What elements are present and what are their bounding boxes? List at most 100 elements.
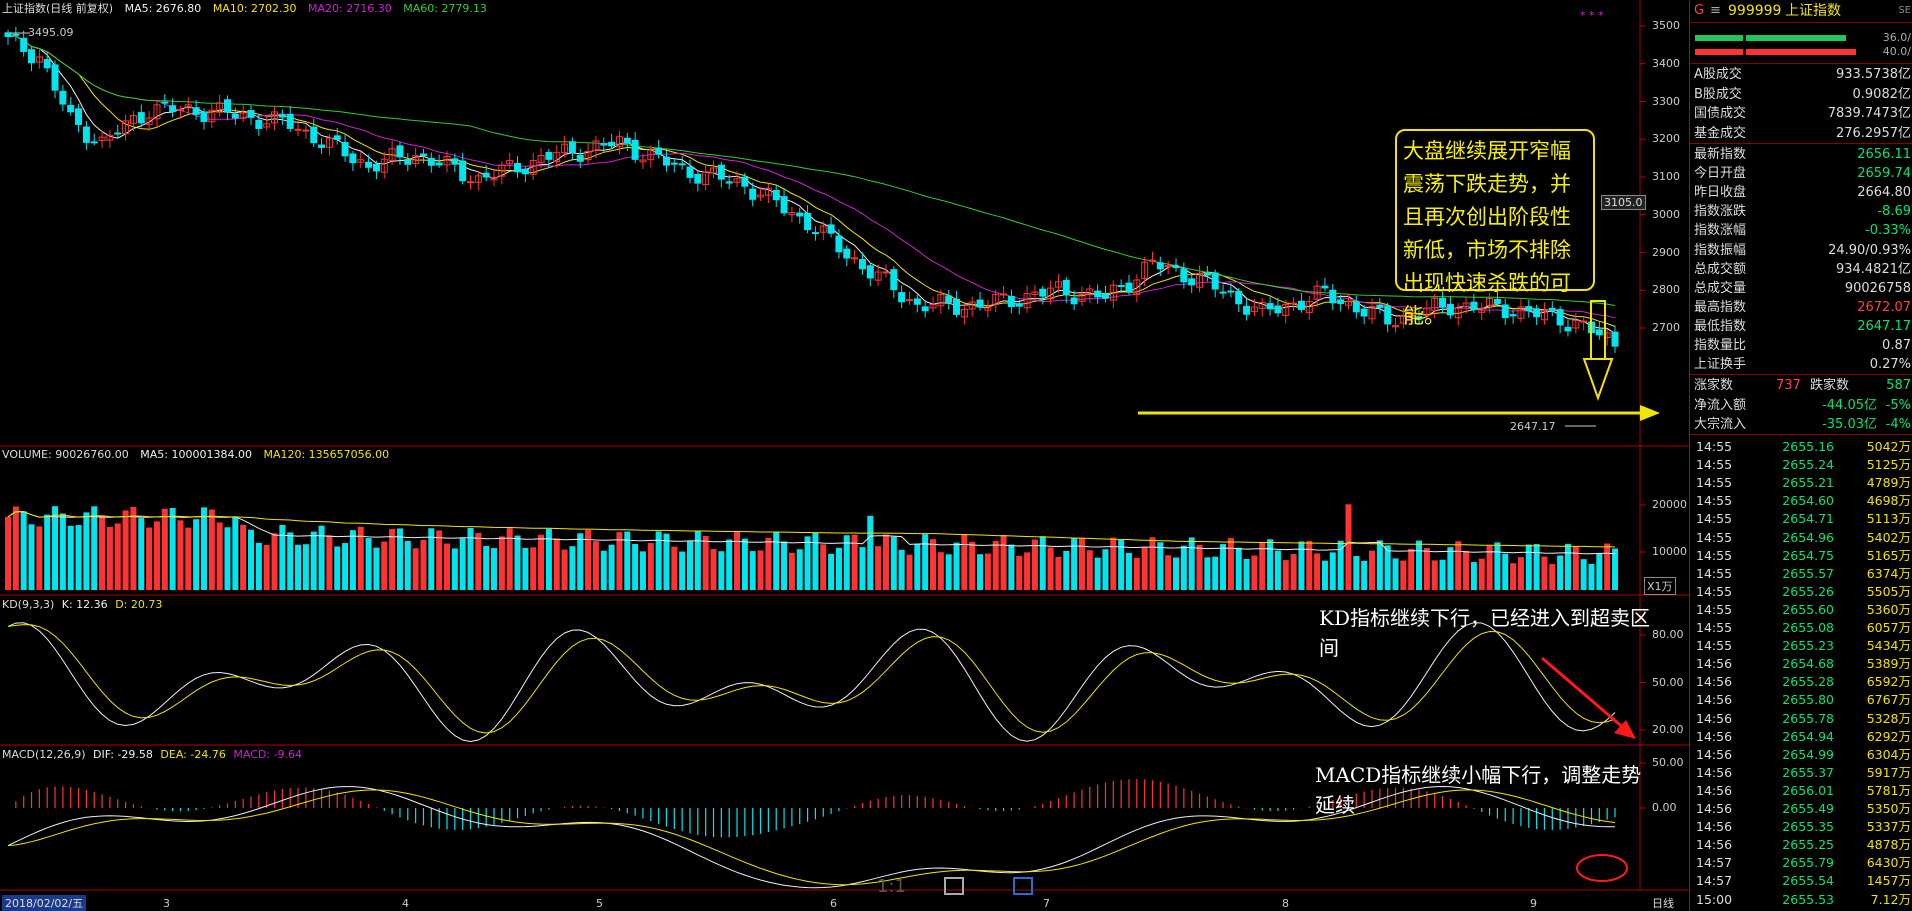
flow-value: -44.05亿 [1822,398,1877,413]
tick-price: 2655.08 [1782,620,1834,635]
volume-bar [639,551,646,590]
candle-body [1070,297,1078,305]
tick-price: 2655.53 [1782,891,1834,907]
candle-body [1274,305,1282,314]
candle-body [1078,293,1086,302]
tick-volume: 5165万 [1866,547,1911,563]
volume-bar [632,544,639,590]
candle-body [1250,306,1258,312]
volume-bar [1259,542,1266,590]
volume-bar [1384,545,1391,590]
flow-row: 净流入额 -44.05亿 -5% [1690,396,1912,415]
candle-body [1109,284,1117,301]
tick-time: 14:55 [1696,601,1733,617]
volume-bar [483,545,490,590]
candle-body [35,56,43,63]
quote-side-panel: G ≡ 999999 上证指数 SE 36.0/ 40.0/ A股成交 933.… [1689,0,1912,911]
volume-bar [1024,552,1031,590]
volume-bar [177,520,184,590]
volume-bar [741,538,748,590]
fullscreen-icon[interactable] [944,877,964,895]
volume-bar [1439,559,1446,590]
volume-bar [608,544,615,590]
candle-body [357,159,365,163]
candle-body [788,212,796,216]
candle-body [686,166,694,178]
stat-label: 总成交额 [1694,261,1747,277]
candle-body [1470,301,1478,311]
tick-price: 2655.54 [1782,873,1834,889]
volume-bar [553,538,560,590]
volume-bar [185,527,192,590]
divider [1690,434,1912,435]
volume-bar [91,506,98,590]
volume-bar [1063,550,1070,590]
candle-body [553,151,561,162]
cursor-select-icon[interactable] [1013,877,1033,895]
candle-body [4,32,12,38]
volume-bar [577,533,584,590]
candle-body [780,196,788,214]
candle-body [1431,297,1439,311]
candle-body [12,33,20,36]
candle-body [710,167,718,174]
candle-body [1156,262,1164,270]
tick-row: 14:56 2655.35 5337万 [1690,817,1912,836]
tick-price: 2655.35 [1782,819,1834,835]
ma10-line [7,35,1616,327]
tick-time: 14:55 [1696,439,1733,454]
chart-canvas[interactable] [0,0,1689,911]
macd-dea-value: DEA: -24.76 [160,748,226,761]
volume-bar [1314,553,1321,590]
tick-volume: 5389万 [1866,656,1911,672]
candle-body [114,132,122,135]
tick-price: 2655.21 [1782,475,1834,491]
tick-price: 2654.71 [1782,511,1834,527]
volume-bar [99,515,106,590]
volume-axis-label: 10000 [1652,545,1687,558]
candle-body [1501,304,1509,319]
volume-bar [545,528,552,590]
candle-body [1196,272,1204,288]
tick-row: 14:55 2654.60 4698万 [1690,491,1912,510]
volume-bar [1392,558,1399,590]
candle-body [1337,299,1345,304]
candle-body [1446,303,1454,316]
tick-price: 2654.75 [1782,547,1834,563]
period-label[interactable]: 日线 [1652,897,1674,910]
candle-body [467,181,475,184]
stat-label: 指数涨跌 [1694,204,1747,220]
tick-time: 14:56 [1696,656,1733,672]
candle-body [412,155,420,165]
volume-unit-label: X1万 [1644,577,1676,595]
candle-body [1540,309,1548,321]
menu-icon[interactable]: ≡ [1710,3,1721,18]
volume-bar [334,546,341,590]
tick-volume: 5350万 [1866,801,1911,816]
volume-bar [428,528,435,590]
candle-body [749,188,757,200]
candle-body [1039,288,1047,297]
zoom-ratio-button[interactable]: 1:1 [877,876,906,897]
tick-time: 14:56 [1696,710,1733,726]
stat-value: 2656.11 [1857,147,1911,162]
candle-body [623,137,631,144]
volume-bar [749,551,756,590]
candle-body [678,163,686,166]
candle-body [404,159,412,165]
ratio-bar-2-fill-a [1695,49,1743,55]
candle-body [1117,285,1125,288]
turnover-label: 基金成交 [1694,125,1747,141]
candle-body [51,64,59,91]
volume-bar [349,530,356,590]
volume-bar [647,543,654,590]
tick-volume: 6304万 [1866,746,1911,762]
window-buttons[interactable]: * * * [1580,9,1604,22]
candle-body [608,141,616,147]
volume-bar [1039,536,1046,590]
candle-body [247,110,255,118]
volume-bar [1180,545,1187,590]
candle-body [1227,290,1235,293]
candle-body [271,111,279,124]
